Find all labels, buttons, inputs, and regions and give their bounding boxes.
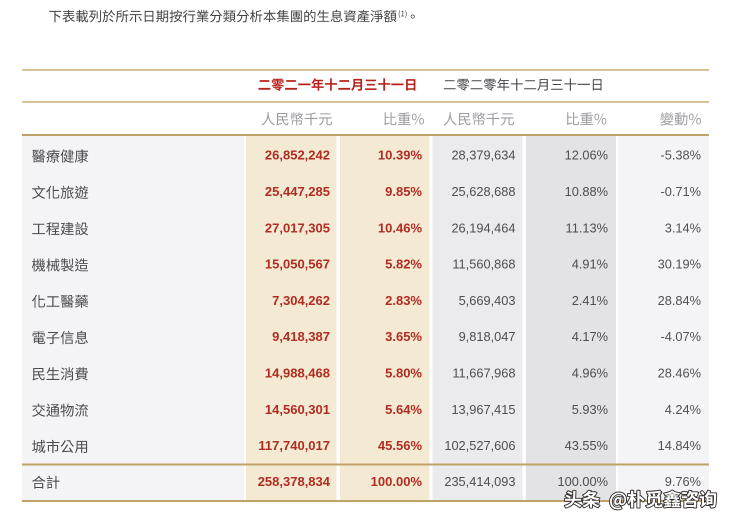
svg-text:26,852,242: 26,852,242 [265, 148, 330, 163]
svg-text:-4.07%: -4.07% [660, 329, 701, 344]
svg-text:102,527,606: 102,527,606 [444, 438, 515, 453]
svg-text:25,447,285: 25,447,285 [265, 184, 330, 199]
svg-text:4.96%: 4.96% [572, 366, 608, 381]
svg-text:3.65%: 3.65% [385, 329, 422, 344]
svg-text:26,194,464: 26,194,464 [451, 220, 515, 235]
svg-text:10.88%: 10.88% [565, 184, 608, 199]
svg-text:10.39%: 10.39% [378, 148, 423, 163]
svg-text:9.85%: 9.85% [385, 184, 422, 199]
svg-text:14,560,301: 14,560,301 [265, 402, 330, 417]
svg-text:258,378,834: 258,378,834 [258, 474, 331, 489]
svg-text:9.76%: 9.76% [665, 474, 701, 489]
svg-text:3.14%: 3.14% [665, 220, 701, 235]
svg-text:27,017,305: 27,017,305 [265, 220, 330, 235]
svg-text:15,050,567: 15,050,567 [265, 257, 330, 272]
svg-text:5.82%: 5.82% [385, 257, 422, 272]
svg-text:10.46%: 10.46% [378, 220, 423, 235]
svg-text:100.00%: 100.00% [557, 474, 608, 489]
svg-text:45.56%: 45.56% [378, 438, 423, 453]
svg-text:30.19%: 30.19% [658, 257, 701, 272]
svg-text:5.64%: 5.64% [385, 402, 422, 417]
svg-text:7,304,262: 7,304,262 [272, 293, 330, 308]
svg-text:11,560,868: 11,560,868 [452, 257, 515, 272]
svg-text:11.13%: 11.13% [566, 220, 608, 235]
svg-text:5.93%: 5.93% [572, 402, 608, 417]
svg-text:4.91%: 4.91% [572, 257, 608, 272]
svg-text:14.84%: 14.84% [658, 438, 701, 453]
svg-text:43.55%: 43.55% [565, 438, 608, 453]
svg-text:235,414,093: 235,414,093 [444, 474, 515, 489]
svg-text:-0.71%: -0.71% [660, 184, 701, 199]
svg-text:25,628,688: 25,628,688 [451, 184, 515, 199]
svg-text:4.24%: 4.24% [665, 402, 701, 417]
svg-text:12.06%: 12.06% [565, 148, 608, 163]
svg-text:117,740,017: 117,740,017 [258, 438, 330, 453]
svg-text:5,669,403: 5,669,403 [459, 293, 516, 308]
svg-text:5.80%: 5.80% [385, 366, 422, 381]
svg-text:2.41%: 2.41% [572, 293, 608, 308]
svg-text:28,379,634: 28,379,634 [451, 148, 515, 163]
svg-text:11,667,968: 11,667,968 [452, 366, 515, 381]
svg-text:4.17%: 4.17% [572, 329, 608, 344]
svg-text:9,418,387: 9,418,387 [272, 329, 330, 344]
svg-text:13,967,415: 13,967,415 [451, 402, 515, 417]
svg-text:14,988,468: 14,988,468 [265, 366, 330, 381]
svg-text:28.84%: 28.84% [658, 293, 701, 308]
svg-text:9,818,047: 9,818,047 [459, 329, 516, 344]
svg-text:28.46%: 28.46% [658, 366, 701, 381]
svg-text:-5.38%: -5.38% [660, 148, 701, 163]
svg-text:2.83%: 2.83% [385, 293, 422, 308]
svg-text:100.00%: 100.00% [371, 474, 423, 489]
